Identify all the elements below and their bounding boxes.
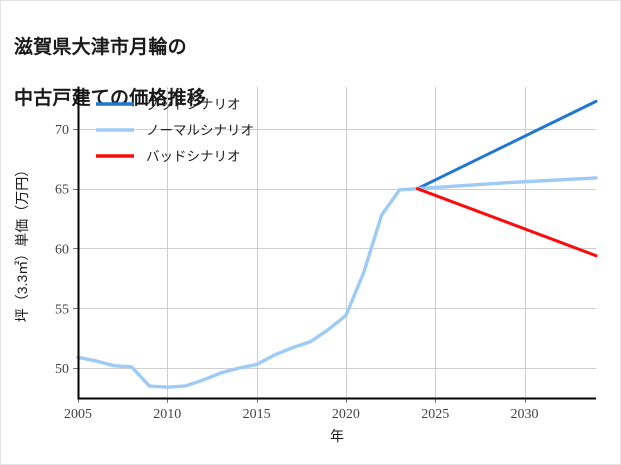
legend-label: バッドシナリオ: [146, 149, 241, 164]
x-tick-label: 2015: [243, 407, 271, 422]
y-axis-tick-labels: 50 55 60 65 70: [55, 123, 69, 377]
axis-lines: [77, 86, 596, 400]
y-tick-label: 50: [55, 362, 69, 377]
legend-label: ノーマルシナリオ: [146, 123, 254, 138]
y-tick-label: 65: [55, 183, 69, 198]
grid-lines: [78, 87, 596, 398]
series-group: [76, 99, 598, 389]
y-tick-label: 60: [55, 242, 69, 257]
y-axis-title: 坪（3.3㎡）単価（万円）: [14, 163, 30, 322]
x-tick-label: 2020: [332, 407, 360, 422]
series-line-good: [415, 99, 598, 191]
y-tick-label: 70: [55, 123, 69, 138]
x-tick-label: 2030: [511, 407, 539, 422]
series-line-normal: [76, 176, 598, 389]
page-title: 滋賀県大津市月輪の 中古戸建ての価格推移: [14, 9, 534, 112]
axis-titles: 年 坪（3.3㎡）単価（万円）: [14, 163, 344, 444]
x-axis-tick-labels: 2005 2010 2015 2020 2025 2030: [64, 407, 539, 422]
x-tick-label: 2005: [64, 407, 92, 422]
chart-title-line1: 滋賀県大津市月輪の: [14, 36, 187, 58]
x-tick-label: 2025: [421, 407, 449, 422]
series-line-bad: [415, 187, 598, 258]
x-axis-title: 年: [330, 428, 344, 444]
chart-title-line2: 中古戸建ての価格推移: [14, 87, 207, 109]
y-tick-label: 55: [55, 302, 69, 317]
x-tick-label: 2010: [153, 407, 181, 422]
legend-label: グッドシナリオ: [146, 97, 241, 112]
